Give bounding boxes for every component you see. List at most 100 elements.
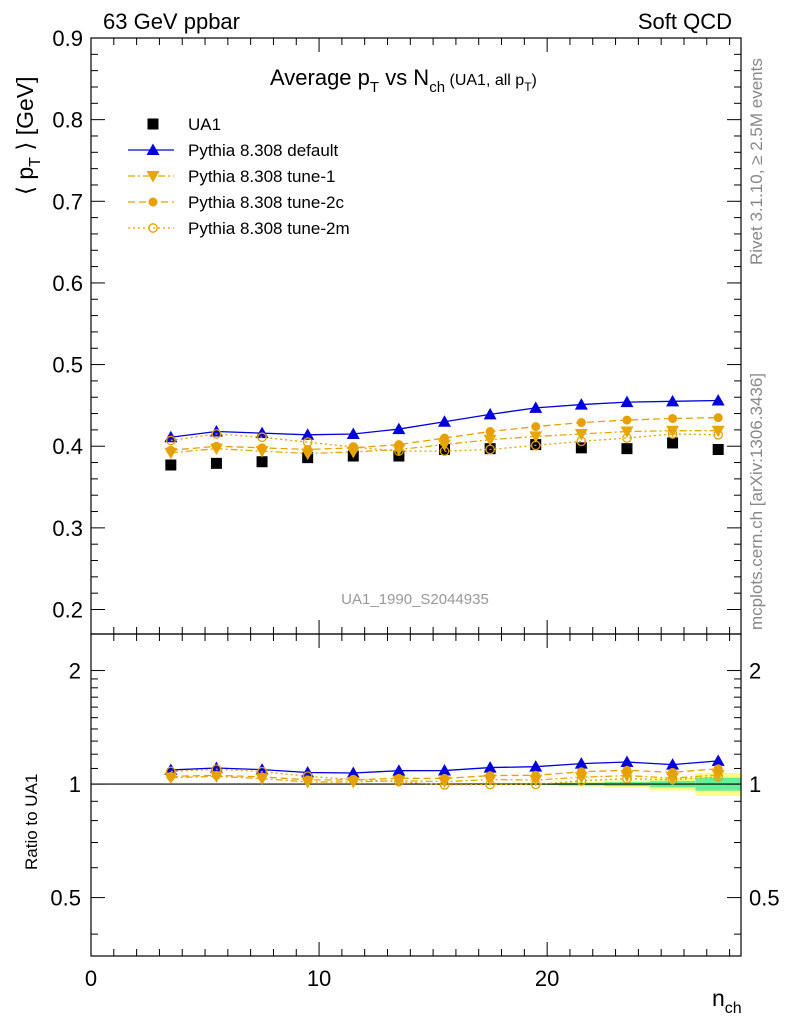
main-y-axis: 0.2 0.3 0.4 0.5 0.6 0.7 0.8 0.9 (52, 26, 741, 623)
ratio-y-tick-label: 1 (69, 772, 81, 797)
ratio-y-tick-label: 0.5 (50, 886, 81, 911)
ratio-point (255, 763, 269, 775)
data-point (165, 435, 176, 446)
data-point (485, 427, 495, 437)
ratio-y-tick-label: 2 (69, 659, 81, 684)
chart-title: Average pT vs Nch (UA1, all pT) (270, 65, 537, 96)
y-tick-label: 0.9 (52, 26, 83, 51)
legend-label: Pythia 8.308 tune-1 (188, 167, 335, 186)
legend-entry: UA1 (147, 115, 221, 134)
ratio-point (165, 766, 176, 777)
ratio-point (211, 764, 222, 775)
data-point (529, 401, 543, 413)
ratio-point (209, 761, 223, 774)
energy-label: 63 GeV ppbar (103, 9, 240, 34)
ratio-y-tick-label-right: 1 (749, 772, 761, 797)
ratio-point (576, 775, 587, 786)
data-point (209, 425, 223, 437)
data-point (712, 443, 724, 455)
data-point (165, 459, 177, 471)
category-label: Soft QCD (638, 9, 732, 34)
ratio-series-pythia-8-308-default (164, 754, 725, 778)
y-tick-label: 0.3 (52, 516, 83, 541)
data-point (529, 431, 543, 443)
legend-entry: Pythia 8.308 tune-2m (128, 219, 350, 238)
data-point (483, 434, 497, 447)
ratio-point (394, 776, 404, 787)
ratio-point (483, 761, 497, 773)
data-point (713, 429, 724, 440)
main-plot-area (164, 393, 725, 471)
x-tick-label: 10 (307, 966, 331, 991)
ratio-point (668, 767, 678, 777)
data-point (666, 425, 680, 438)
ratio-point (711, 769, 725, 782)
series-line (170, 433, 719, 452)
legend-marker (148, 223, 158, 233)
ratio-point (620, 770, 634, 783)
data-point (484, 443, 496, 455)
series-pythia-8-308-tune-2m (165, 429, 724, 456)
data-point (622, 433, 632, 443)
data-point (210, 457, 222, 469)
ratio-y-axis-label: Ratio to UA1 (22, 774, 41, 870)
data-point (166, 445, 176, 455)
data-point (211, 429, 222, 439)
data-point (666, 394, 680, 407)
ratio-y-axis: 0.5 0.5 1 1 2 2 (50, 659, 780, 935)
data-point (576, 418, 586, 428)
legend-entry: Pythia 8.308 default (128, 141, 339, 160)
data-point (301, 428, 315, 440)
ratio-y-tick-label-right: 0.5 (749, 886, 780, 911)
data-point (713, 413, 723, 423)
legend-marker (148, 197, 158, 207)
ratio-x-axis: 0 10 20 (85, 634, 731, 991)
ratio-point (394, 773, 404, 783)
data-point (485, 444, 495, 455)
legend-label: UA1 (188, 115, 221, 134)
ratio-line (170, 768, 719, 786)
legend-label: Pythia 8.308 tune-2c (188, 193, 344, 212)
legend-entry: Pythia 8.308 tune-1 (128, 167, 335, 186)
legend-marker (146, 143, 160, 155)
data-point (211, 441, 221, 451)
ratio-point (348, 774, 359, 785)
data-point (576, 436, 587, 447)
ratio-point (392, 764, 406, 776)
data-point (303, 444, 313, 454)
ratio-series-pythia-8-308-tune-2m (165, 764, 724, 790)
data-point (346, 427, 360, 439)
data-point (711, 425, 725, 438)
data-point (667, 429, 678, 439)
ratio-plot-area (91, 754, 741, 796)
ratio-y-tick-label-right: 2 (749, 659, 761, 684)
data-point (438, 439, 452, 452)
legend-entry: Pythia 8.308 tune-2c (128, 193, 344, 212)
y-tick-label: 0.7 (52, 189, 83, 214)
y-tick-label: 0.2 (52, 598, 83, 623)
data-point (438, 415, 452, 427)
x-axis-label: nch (712, 985, 742, 1017)
data-point (439, 446, 450, 456)
ratio-point (574, 757, 588, 769)
data-point (257, 432, 267, 443)
legend-label: Pythia 8.308 tune-2m (188, 219, 350, 238)
ratio-point (302, 771, 313, 782)
ratio-point (711, 754, 725, 766)
ratio-point (622, 773, 632, 784)
y-tick-label: 0.5 (52, 353, 83, 378)
data-point (530, 439, 542, 451)
main-x-axis (90, 38, 731, 634)
ratio-point (439, 780, 450, 790)
legend-label: Pythia 8.308 default (188, 141, 339, 160)
data-point (440, 433, 450, 443)
x-tick-label: 0 (85, 966, 97, 991)
data-point (530, 440, 541, 451)
ratio-point (713, 772, 724, 782)
data-point (668, 413, 678, 423)
watermark-label: UA1_1990_S2044935 (341, 591, 489, 608)
ratio-frame (90, 633, 742, 957)
ratio-point (485, 771, 495, 781)
data-point (620, 426, 634, 439)
